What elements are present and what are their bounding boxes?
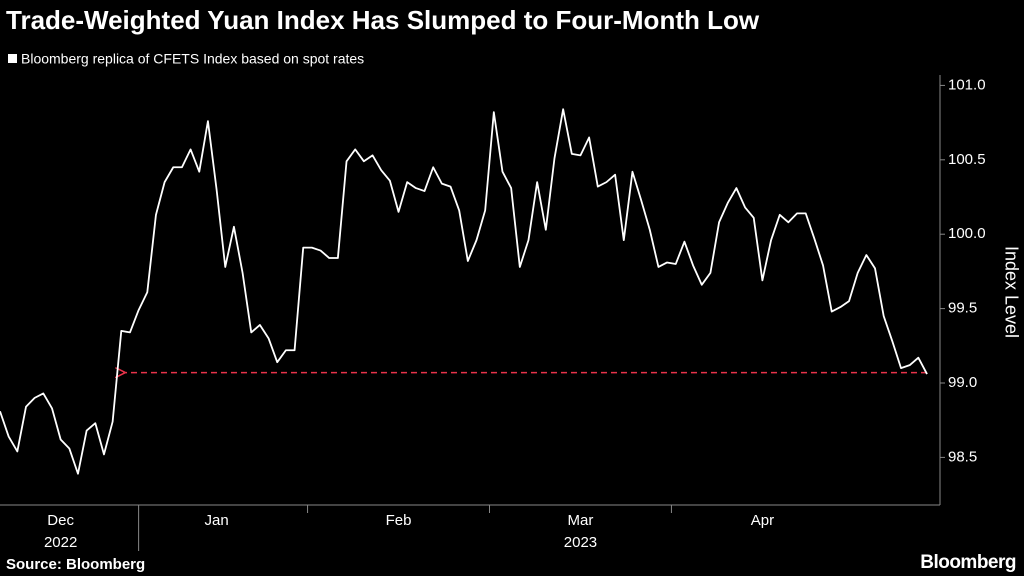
x-tick-label: Jan bbox=[204, 512, 228, 529]
chart-title: Trade-Weighted Yuan Index Has Slumped to… bbox=[6, 5, 760, 35]
x-tick-label: Feb bbox=[386, 512, 412, 529]
x-tick-label: Mar bbox=[568, 512, 594, 529]
y-axis-label: Index Level bbox=[1001, 246, 1021, 338]
year-label: 2023 bbox=[564, 534, 597, 551]
source: Source: Bloomberg bbox=[6, 556, 145, 573]
x-tick-label: Apr bbox=[751, 512, 774, 529]
y-tick-label: 101.0 bbox=[948, 76, 986, 93]
y-tick-label: 99.0 bbox=[948, 374, 977, 391]
line-series bbox=[0, 108, 928, 475]
y-tick-label: 99.5 bbox=[948, 300, 977, 317]
brand: Bloomberg bbox=[920, 552, 1016, 573]
x-tick-label: Dec bbox=[47, 512, 74, 529]
y-tick-label: 98.5 bbox=[948, 448, 977, 465]
year-label: 2022 bbox=[44, 534, 77, 551]
legend-swatch bbox=[8, 54, 17, 63]
y-tick-label: 100.5 bbox=[948, 151, 986, 168]
y-tick-label: 100.0 bbox=[948, 225, 986, 242]
subtitle: Bloomberg replica of CFETS Index based o… bbox=[21, 51, 364, 67]
